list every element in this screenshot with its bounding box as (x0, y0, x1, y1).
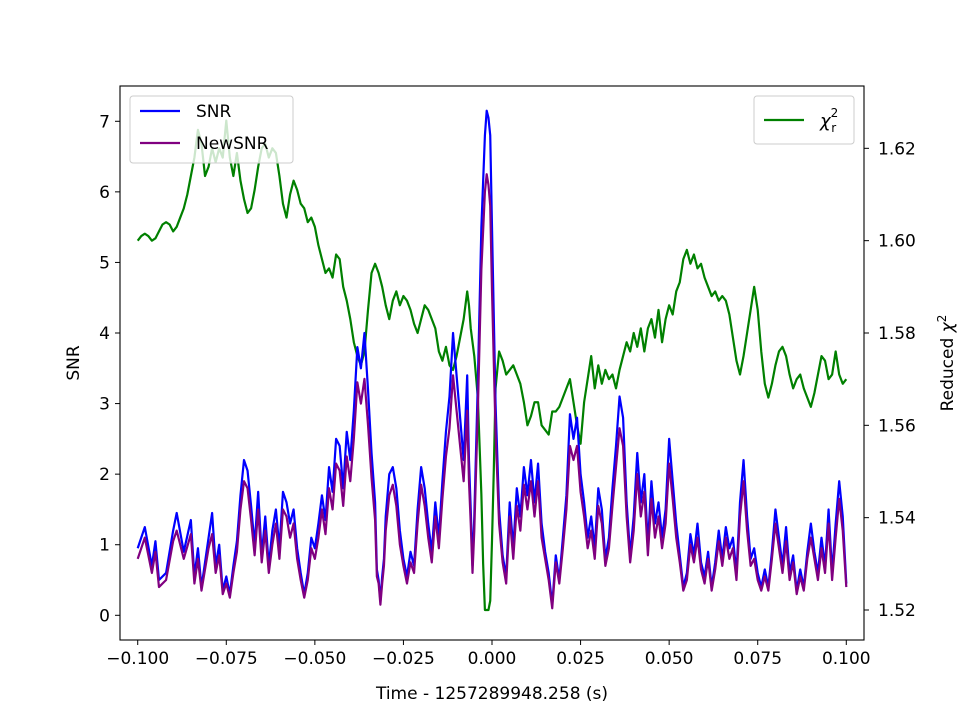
y-axis-right-label-sup: 2 (935, 315, 949, 323)
series-layer (136, 109, 848, 612)
legend-label-chi2-symbol: χ (819, 111, 832, 132)
x-tick-label: 0.100 (822, 649, 871, 669)
y-tick-label-right: 1.60 (878, 232, 916, 252)
legend-left-box (129, 95, 294, 164)
x-tick-label: −0.100 (106, 649, 169, 669)
y-tick-label-left: 7 (99, 112, 110, 132)
y-tick-label-left: 4 (99, 324, 110, 344)
y-tick-label-right: 1.54 (878, 509, 916, 529)
y-tick-label-left: 2 (99, 465, 110, 485)
x-tick-label: 0.025 (556, 649, 605, 669)
y-tick-label-left: 0 (99, 606, 110, 626)
legend-label-chi2: χ2 r (819, 106, 838, 135)
x-tick-label: −0.025 (372, 649, 435, 669)
legend-right: χ2 r (753, 95, 855, 145)
legend-label-chi2-sup: 2 (831, 106, 839, 120)
y-tick-label-left: 6 (99, 183, 110, 203)
legend-left: SNR NewSNR (129, 95, 294, 164)
legend-label-chi2-sub: r (831, 121, 836, 135)
x-tick-label: 0.075 (733, 649, 782, 669)
y-tick-label-right: 1.56 (878, 416, 916, 436)
x-tick-label: 0.050 (645, 649, 694, 669)
x-axis-label: Time - 1257289948.258 (s) (375, 684, 608, 704)
y-axis-left: 0 1 2 3 4 5 6 7 (99, 112, 120, 626)
y-tick-label-right: 1.58 (878, 324, 916, 344)
legend-label-snr: SNR (196, 102, 232, 122)
x-tick-label: 0.000 (468, 649, 517, 669)
y-tick-label-left: 5 (99, 253, 110, 273)
x-tick-label: −0.075 (195, 649, 258, 669)
y-tick-label-right: 1.62 (878, 139, 916, 159)
y-tick-label-left: 3 (99, 395, 110, 415)
y-axis-right-label-symbol: χ (938, 321, 958, 333)
x-tick-label: −0.050 (283, 649, 346, 669)
series-line-newsnr (136, 173, 848, 610)
y-axis-left-label: SNR (64, 345, 84, 381)
legend-label-newsnr: NewSNR (196, 134, 269, 154)
x-axis: −0.100 −0.075 −0.050 −0.025 0.000 0.025 0.050 0… (106, 640, 871, 669)
y-tick-label-right: 1.52 (878, 601, 916, 621)
y-axis-right-label-prefix: Reduced (938, 332, 958, 411)
y-axis-right: 1.52 1.54 1.56 1.58 1.60 1.62 (864, 139, 916, 621)
y-tick-label-left: 1 (99, 536, 110, 556)
y-axis-right-label: Reduced χ2 (935, 315, 958, 412)
series-line-chi2 (136, 119, 848, 612)
